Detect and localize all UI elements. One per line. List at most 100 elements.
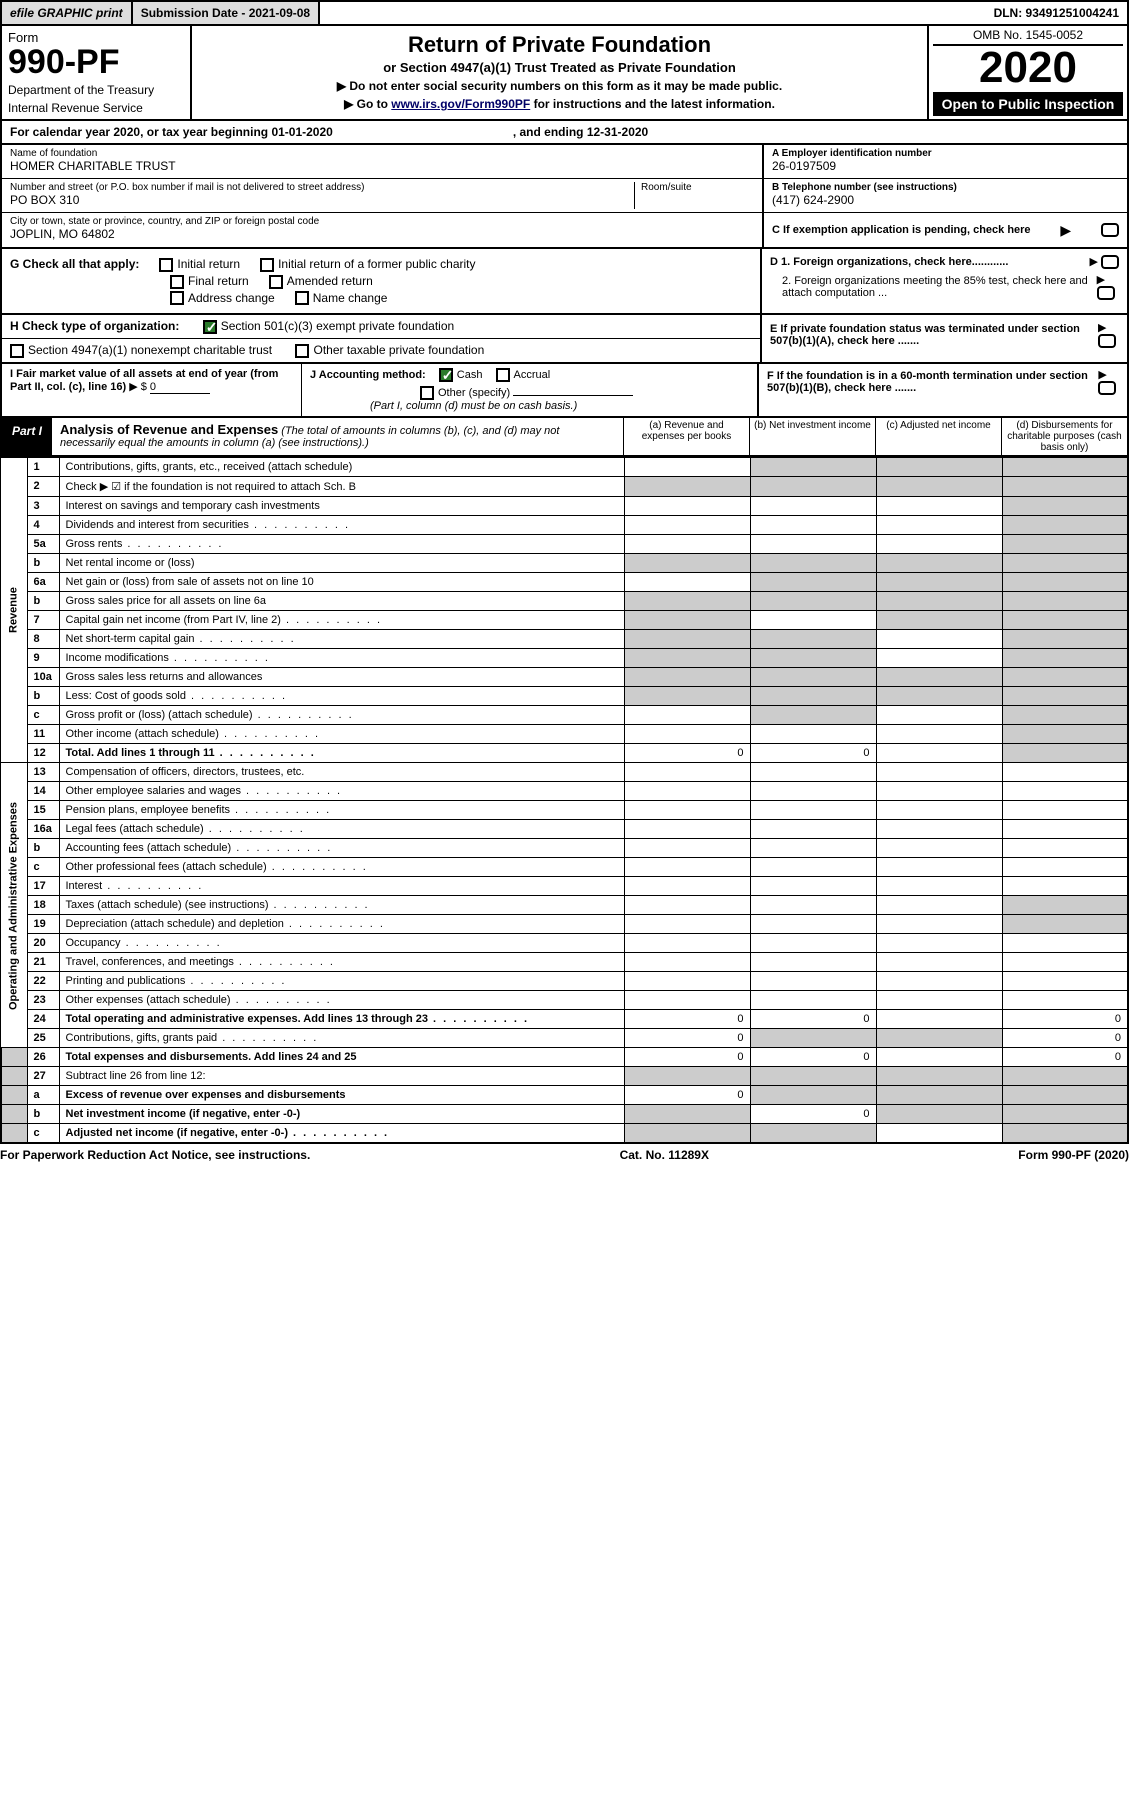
form-title: Return of Private Foundation	[202, 32, 917, 58]
line-24-desc: Total operating and administrative expen…	[59, 1010, 624, 1029]
final-return-label: Final return	[188, 274, 249, 288]
f-checkbox[interactable]	[1098, 381, 1116, 395]
irs-label: Internal Revenue Service	[8, 101, 184, 115]
line-24-d: 0	[1002, 1010, 1128, 1029]
d1-checkbox[interactable]	[1101, 255, 1119, 269]
table-row: 15Pension plans, employee benefits	[1, 801, 1128, 820]
line-22-desc: Printing and publications	[59, 972, 624, 991]
d2-label: 2. Foreign organizations meeting the 85%…	[770, 275, 1097, 299]
paperwork-notice: For Paperwork Reduction Act Notice, see …	[0, 1148, 310, 1162]
form-header: Form 990-PF Department of the Treasury I…	[0, 26, 1129, 121]
h-row2: Section 4947(a)(1) nonexempt charitable …	[2, 339, 760, 362]
s501-label: Section 501(c)(3) exempt private foundat…	[221, 319, 454, 333]
final-return-checkbox[interactable]	[170, 275, 184, 289]
line-3-desc: Interest on savings and temporary cash i…	[59, 497, 624, 516]
dln-label: DLN: 93491251004241	[986, 2, 1127, 24]
part1-header: Part I Analysis of Revenue and Expenses …	[0, 418, 1129, 457]
city-label: City or town, state or province, country…	[10, 216, 754, 227]
line-6a-desc: Net gain or (loss) from sale of assets n…	[59, 573, 624, 592]
d2-checkbox[interactable]	[1097, 286, 1115, 300]
line-24-a: 0	[624, 1010, 750, 1029]
name-label: Name of foundation	[10, 148, 754, 159]
table-row: 12Total. Add lines 1 through 1100	[1, 744, 1128, 763]
col-d-header: (d) Disbursements for charitable purpose…	[1001, 418, 1127, 455]
line-26-b: 0	[750, 1048, 876, 1067]
table-row: bNet investment income (if negative, ent…	[1, 1105, 1128, 1124]
line-1-desc: Contributions, gifts, grants, etc., rece…	[59, 458, 624, 477]
s4947-checkbox[interactable]	[10, 344, 24, 358]
table-row: 3Interest on savings and temporary cash …	[1, 497, 1128, 516]
table-row: bGross sales price for all assets on lin…	[1, 592, 1128, 611]
table-row: 23Other expenses (attach schedule)	[1, 991, 1128, 1010]
cash-checkbox[interactable]	[439, 368, 453, 382]
year-block: OMB No. 1545-0052 2020 Open to Public In…	[927, 26, 1127, 119]
line-12-a: 0	[624, 744, 750, 763]
accrual-checkbox[interactable]	[496, 368, 510, 382]
submission-date: Submission Date - 2021-09-08	[133, 2, 320, 24]
arrow-icon: ▶	[1060, 222, 1071, 239]
line-24-b: 0	[750, 1010, 876, 1029]
line-17-desc: Interest	[59, 877, 624, 896]
initial-former-checkbox[interactable]	[260, 258, 274, 272]
efile-print-button[interactable]: efile GRAPHIC print	[2, 2, 133, 24]
form-ref: Form 990-PF (2020)	[1018, 1148, 1129, 1162]
line-15-desc: Pension plans, employee benefits	[59, 801, 624, 820]
line-14-desc: Other employee salaries and wages	[59, 782, 624, 801]
table-row: bLess: Cost of goods sold	[1, 687, 1128, 706]
form-subtitle: or Section 4947(a)(1) Trust Treated as P…	[202, 60, 917, 75]
form-number: 990-PF	[8, 45, 184, 79]
table-row: cAdjusted net income (if negative, enter…	[1, 1124, 1128, 1144]
table-row: 24Total operating and administrative exp…	[1, 1010, 1128, 1029]
table-row: 8Net short-term capital gain	[1, 630, 1128, 649]
line-27b-b: 0	[750, 1105, 876, 1124]
line-25-a: 0	[624, 1029, 750, 1048]
instructions-note: ▶ Go to www.irs.gov/Form990PF for instru…	[202, 97, 917, 111]
foundation-name-row: Name of foundation HOMER CHARITABLE TRUS…	[2, 145, 762, 179]
table-row: aExcess of revenue over expenses and dis…	[1, 1086, 1128, 1105]
exemption-checkbox[interactable]	[1101, 223, 1119, 237]
phone-value: (417) 624-2900	[772, 193, 1119, 207]
accrual-label: Accrual	[514, 369, 551, 381]
table-row: 11Other income (attach schedule)	[1, 725, 1128, 744]
line-27a-desc: Excess of revenue over expenses and disb…	[59, 1086, 624, 1105]
g-section: G Check all that apply: Initial return I…	[2, 249, 762, 313]
initial-return-checkbox[interactable]	[159, 258, 173, 272]
g-label: G Check all that apply:	[10, 257, 139, 272]
line-16c-desc: Other professional fees (attach schedule…	[59, 858, 624, 877]
part1-title-cell: Analysis of Revenue and Expenses (The to…	[52, 418, 623, 455]
line-27a-a: 0	[624, 1086, 750, 1105]
table-row: 6aNet gain or (loss) from sale of assets…	[1, 573, 1128, 592]
line-27-desc: Subtract line 26 from line 12:	[59, 1067, 624, 1086]
other-taxable-checkbox[interactable]	[295, 344, 309, 358]
table-row: 25Contributions, gifts, grants paid00	[1, 1029, 1128, 1048]
part1-table: Revenue 1Contributions, gifts, grants, e…	[0, 457, 1129, 1144]
table-row: cOther professional fees (attach schedul…	[1, 858, 1128, 877]
table-row: 9Income modifications	[1, 649, 1128, 668]
table-row: 21Travel, conferences, and meetings	[1, 953, 1128, 972]
e-section: E If private foundation status was termi…	[762, 315, 1127, 362]
address-label: Number and street (or P.O. box number if…	[10, 182, 634, 193]
name-change-checkbox[interactable]	[295, 291, 309, 305]
room-label: Room/suite	[641, 182, 754, 193]
amended-label: Amended return	[287, 274, 373, 288]
h-e-block: H Check type of organization: Section 50…	[0, 315, 1129, 364]
line-25-desc: Contributions, gifts, grants paid	[59, 1029, 624, 1048]
s501-checkbox[interactable]	[203, 320, 217, 334]
col-c-header: (c) Adjusted net income	[875, 418, 1001, 455]
amended-checkbox[interactable]	[269, 275, 283, 289]
i-section: I Fair market value of all assets at end…	[2, 364, 302, 416]
line-4-desc: Dividends and interest from securities	[59, 516, 624, 535]
irs-link[interactable]: www.irs.gov/Form990PF	[391, 97, 530, 111]
address-change-checkbox[interactable]	[170, 291, 184, 305]
f-label: F If the foundation is in a 60-month ter…	[767, 370, 1098, 394]
initial-return-label: Initial return	[177, 257, 240, 271]
e-checkbox[interactable]	[1098, 334, 1116, 348]
col-a-header: (a) Revenue and expenses per books	[623, 418, 749, 455]
other-method-checkbox[interactable]	[420, 386, 434, 400]
s4947-label: Section 4947(a)(1) nonexempt charitable …	[28, 343, 272, 357]
g-d-block: G Check all that apply: Initial return I…	[0, 249, 1129, 315]
other-method-label: Other (specify)	[438, 387, 510, 399]
line-18-desc: Taxes (attach schedule) (see instruction…	[59, 896, 624, 915]
ein-row: A Employer identification number 26-0197…	[764, 145, 1127, 179]
line-2-desc: Check ▶ ☑ if the foundation is not requi…	[59, 477, 624, 497]
